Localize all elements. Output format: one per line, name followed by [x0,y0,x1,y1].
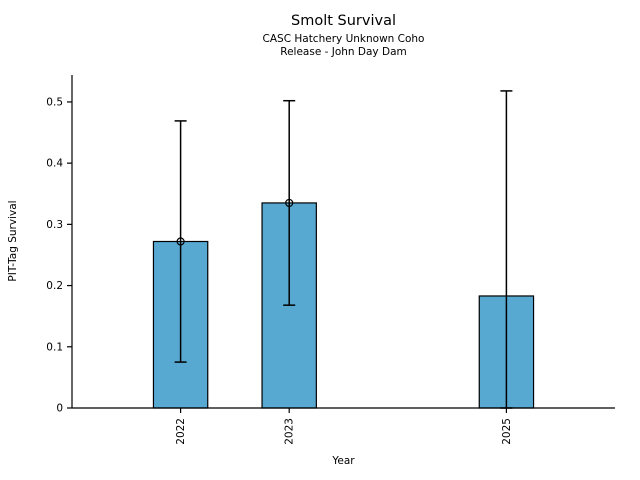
chart-subtitle-line1: CASC Hatchery Unknown Coho [262,33,425,45]
point-marker-2023 [285,198,294,208]
y-tick-label: 0.5 [46,96,63,108]
y-tick-label: 0.2 [46,280,63,292]
point-marker-2022 [176,237,185,246]
chart-subtitle-line2: Release - John Day Dam [280,46,407,58]
y-tick-label: 0.1 [46,341,63,353]
y-tick-label: 0 [56,403,63,415]
chart-title: Smolt Survival [291,13,396,29]
x-axis-label: Year [332,455,355,467]
x-tick-label: 2023 [284,418,296,445]
x-tick-label: 2022 [175,418,187,445]
y-axis-label: PIT-Tag Survival [7,200,19,282]
x-tick-label: 2025 [501,418,513,445]
y-tick-label: 0.4 [46,158,63,170]
y-tick-label: 0.3 [46,219,63,231]
